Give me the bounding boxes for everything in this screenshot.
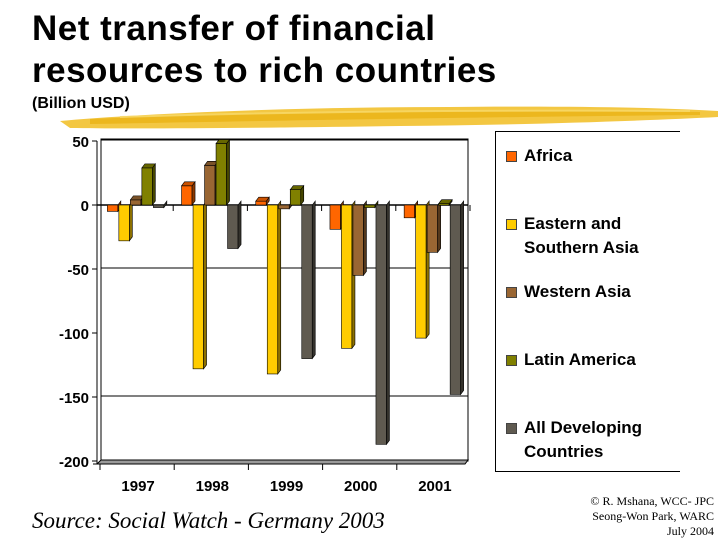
y-tick-label: -100 bbox=[59, 326, 89, 343]
x-tick-label: 2001 bbox=[418, 478, 451, 495]
legend-item: Latin America bbox=[506, 348, 636, 372]
chart-legend: Africa Eastern and Southern Asia Western A… bbox=[495, 131, 680, 472]
legend-item: Eastern and Southern Asia bbox=[506, 212, 639, 260]
y-tick-label: 0 bbox=[81, 198, 89, 215]
bar bbox=[215, 138, 231, 206]
x-tick-label: 2000 bbox=[344, 478, 377, 495]
legend-item: Africa bbox=[506, 144, 572, 168]
legend-item: All Developing Countries bbox=[506, 416, 642, 464]
slide-title: Net transfer of financial resources to r… bbox=[32, 8, 497, 92]
legend-swatch bbox=[506, 355, 517, 366]
legend-swatch bbox=[506, 423, 517, 434]
bar bbox=[118, 200, 133, 242]
credit-line-3: July 2004 bbox=[666, 524, 714, 538]
credit-line-1: © R. Mshana, WCC- JPC bbox=[590, 494, 714, 508]
y-tick-label: -50 bbox=[67, 262, 89, 279]
bar bbox=[192, 200, 207, 370]
legend-label: Western Asia bbox=[524, 282, 631, 301]
legend-item: Western Asia bbox=[506, 280, 631, 304]
bar bbox=[289, 184, 305, 206]
legend-swatch bbox=[506, 287, 517, 298]
legend-label: Latin America bbox=[524, 350, 636, 369]
bar bbox=[301, 200, 316, 360]
bar bbox=[352, 200, 367, 277]
bar bbox=[227, 200, 242, 250]
legend-label: Eastern and Southern Asia bbox=[524, 214, 639, 257]
legend-label: All Developing Countries bbox=[524, 418, 643, 461]
bar bbox=[426, 200, 441, 254]
y-tick-label: -150 bbox=[59, 390, 89, 407]
source-note: Source: Social Watch - Germany 2003 bbox=[32, 508, 385, 533]
bar bbox=[141, 162, 156, 206]
bar bbox=[375, 200, 390, 446]
bar bbox=[180, 180, 196, 206]
title-line-2: resources to rich countries bbox=[32, 51, 497, 90]
y-tick-label: -200 bbox=[59, 454, 89, 471]
bar bbox=[266, 200, 282, 375]
legend-swatch bbox=[506, 151, 517, 162]
legend-swatch bbox=[506, 219, 517, 230]
credit-line-2: Seong-Won Park, WARC bbox=[592, 509, 714, 523]
chart-subtitle: (Billion USD) bbox=[32, 95, 130, 112]
legend-label: Africa bbox=[524, 146, 573, 165]
bar bbox=[449, 200, 464, 396]
bar bbox=[153, 200, 168, 209]
x-tick-label: 1998 bbox=[196, 478, 229, 495]
credit-note: © R. Mshana, WCC- JPC Seong-Won Park, WA… bbox=[590, 494, 714, 539]
y-tick-label: 50 bbox=[72, 134, 89, 151]
bar bbox=[438, 198, 453, 207]
title-line-1: Net transfer of financial bbox=[32, 9, 436, 48]
x-tick-label: 1999 bbox=[270, 478, 303, 495]
bar bbox=[255, 196, 270, 206]
x-tick-label: 1997 bbox=[121, 478, 154, 495]
yellow-brush-stroke bbox=[60, 106, 718, 129]
